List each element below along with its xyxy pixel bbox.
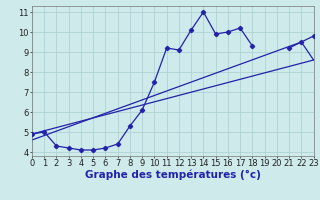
X-axis label: Graphe des températures (°c): Graphe des températures (°c): [85, 170, 261, 180]
